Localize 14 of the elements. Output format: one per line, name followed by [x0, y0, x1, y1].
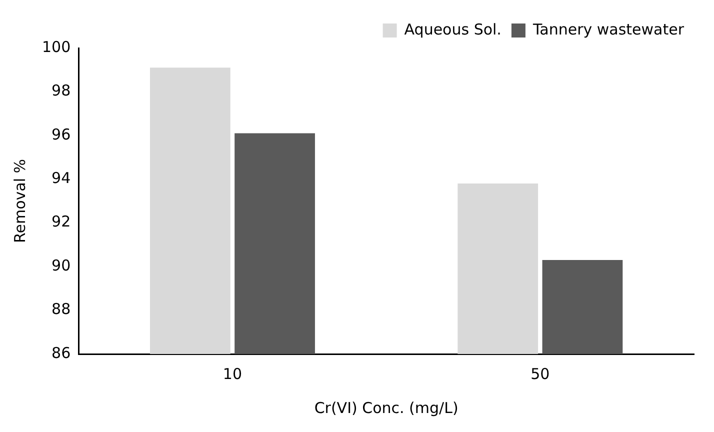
- x-tick-label: 50: [530, 364, 550, 383]
- y-tick-label: 86: [52, 344, 71, 362]
- legend-label: Aqueous Sol.: [404, 20, 502, 38]
- y-tick-label: 88: [52, 300, 71, 318]
- y-tick-label: 100: [42, 38, 71, 56]
- legend-label: Tannery wastewater: [532, 20, 685, 38]
- y-tick-label: 92: [52, 212, 71, 231]
- y-tick-label: 98: [52, 82, 71, 100]
- x-axis-title: Cr(VI) Conc. (mg/L): [314, 398, 458, 417]
- x-tick-label: 10: [222, 364, 242, 383]
- y-tick-label: 90: [52, 256, 71, 274]
- y-axis-title: Removal %: [10, 158, 29, 244]
- y-tick-label: 96: [52, 125, 71, 144]
- y-tick-label: 94: [52, 169, 71, 188]
